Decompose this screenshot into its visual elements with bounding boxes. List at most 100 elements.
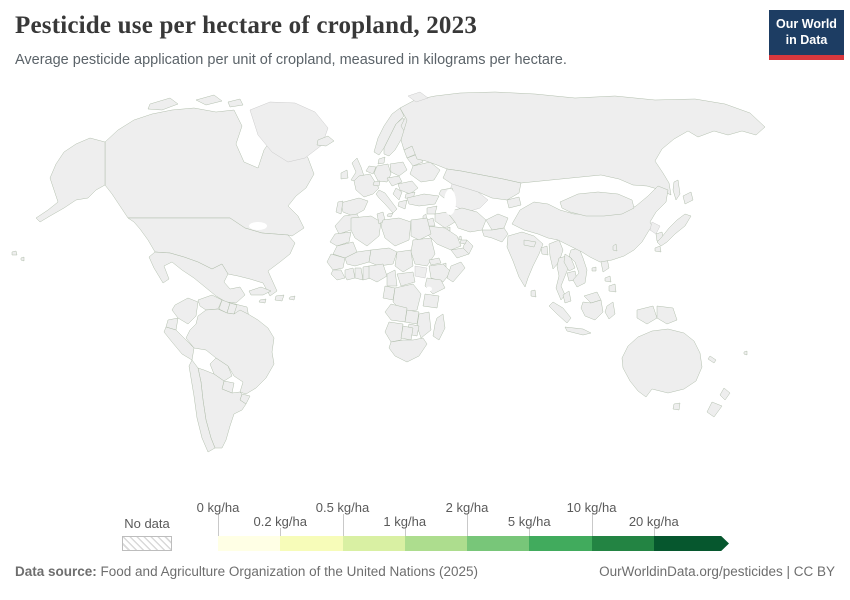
country-indonesia-java[interactable] (564, 326, 592, 336)
legend-segment[interactable] (591, 536, 654, 551)
country-kyrgyzstan-tajikistan[interactable] (506, 196, 522, 209)
country-niger[interactable] (368, 247, 398, 267)
country-japan[interactable] (654, 191, 694, 253)
country-libya[interactable] (380, 217, 412, 247)
country-qatar[interactable] (458, 235, 462, 241)
country-north-korea[interactable] (649, 221, 661, 235)
country-portugal[interactable] (335, 200, 344, 215)
country-poland[interactable] (389, 161, 408, 177)
owid-logo[interactable]: Our World in Data (769, 10, 844, 61)
country-nepal[interactable] (523, 239, 537, 248)
country-drc[interactable] (392, 283, 422, 313)
country-brazil[interactable] (185, 308, 275, 395)
country-canada-arctic3[interactable] (227, 98, 244, 108)
country-china-hainan[interactable] (591, 266, 597, 272)
legend-segment[interactable] (218, 536, 281, 551)
country-tanzania[interactable] (422, 293, 440, 309)
country-saudi-arabia[interactable] (426, 225, 462, 251)
country-balkans[interactable] (392, 187, 403, 201)
legend-segment[interactable] (342, 536, 405, 551)
legend-no-data-swatch[interactable] (122, 536, 172, 551)
country-benelux[interactable] (365, 165, 377, 175)
country-somalia[interactable] (446, 261, 466, 283)
country-new-caledonia[interactable] (707, 355, 717, 364)
country-denmark[interactable] (377, 156, 386, 165)
country-egypt[interactable] (410, 217, 432, 241)
country-spain[interactable] (340, 197, 369, 217)
country-greece[interactable] (397, 199, 408, 210)
country-china[interactable] (511, 185, 669, 263)
country-cameroon[interactable] (386, 269, 398, 287)
country-vietnam[interactable] (568, 247, 588, 288)
country-ireland[interactable] (340, 169, 349, 180)
legend-segment[interactable] (467, 536, 530, 551)
country-botswana[interactable] (400, 325, 414, 341)
country-puerto-rico[interactable] (288, 295, 296, 301)
country-pakistan[interactable] (481, 227, 509, 243)
country-sri-lanka[interactable] (530, 289, 537, 298)
country-ivory-coast[interactable] (344, 267, 356, 281)
country-colombia[interactable] (171, 297, 199, 325)
country-mozambique[interactable] (416, 311, 432, 339)
country-uae[interactable] (459, 239, 468, 245)
footer-link[interactable]: OurWorldinData.org/pesticides | CC BY (599, 564, 835, 579)
country-central-african-republic[interactable] (396, 271, 416, 287)
legend-segment[interactable] (529, 536, 592, 551)
country-south-africa[interactable] (388, 337, 428, 363)
country-malaysia-peninsula[interactable] (562, 290, 572, 304)
country-philippines[interactable] (600, 257, 617, 293)
country-iceland[interactable] (316, 135, 335, 147)
country-indonesia-kalimantan[interactable] (580, 299, 604, 321)
country-gabon-congo[interactable] (382, 285, 396, 301)
country-syria[interactable] (426, 205, 438, 215)
country-laos[interactable] (563, 253, 576, 272)
country-chad[interactable] (394, 249, 414, 273)
country-namibia[interactable] (384, 321, 404, 343)
country-hispaniola[interactable] (274, 294, 285, 302)
country-turkey[interactable] (406, 193, 440, 207)
country-france[interactable] (353, 173, 380, 198)
legend-segment[interactable] (280, 536, 343, 551)
country-greenland[interactable] (249, 101, 329, 163)
country-canada-arctic1[interactable] (147, 97, 179, 111)
country-russia-sakhalin[interactable] (672, 179, 681, 201)
country-ethiopia[interactable] (428, 263, 452, 283)
country-indonesia-papua[interactable] (636, 305, 658, 325)
country-usa-alaska[interactable] (35, 137, 106, 223)
country-zambia[interactable] (404, 309, 420, 325)
country-usa-hawaii[interactable] (11, 250, 25, 262)
legend-segment[interactable] (653, 536, 716, 551)
country-taiwan[interactable] (612, 243, 618, 252)
country-new-zealand[interactable] (706, 387, 731, 418)
country-canada-arctic2[interactable] (195, 94, 223, 106)
country-cuba[interactable] (248, 286, 272, 296)
country-angola[interactable] (384, 303, 408, 323)
country-hungary-romania[interactable] (397, 180, 419, 195)
country-sierra-leone-liberia[interactable] (330, 269, 346, 281)
country-svalbard[interactable] (407, 91, 429, 103)
country-ghana[interactable] (354, 267, 364, 281)
legend-segment[interactable] (404, 536, 467, 551)
country-afghanistan[interactable] (485, 213, 509, 231)
country-indonesia-sumatra[interactable] (548, 301, 572, 324)
country-madagascar[interactable] (432, 313, 446, 341)
country-austria-czech[interactable] (386, 175, 403, 187)
country-bangladesh[interactable] (540, 245, 549, 256)
country-mexico[interactable] (148, 251, 246, 304)
country-western-sahara[interactable] (329, 231, 352, 247)
country-nigeria[interactable] (368, 263, 388, 283)
country-eritrea[interactable] (428, 257, 442, 266)
country-fiji[interactable] (743, 350, 748, 356)
country-senegal-guinea[interactable] (326, 253, 346, 271)
country-switzerland[interactable] (372, 180, 381, 187)
country-russia[interactable] (399, 91, 766, 196)
country-chile[interactable] (188, 359, 216, 453)
country-italy[interactable] (375, 189, 398, 218)
country-australia-tasmania[interactable] (672, 402, 681, 411)
country-australia[interactable] (621, 328, 703, 398)
country-algeria[interactable] (350, 215, 382, 247)
country-mongolia[interactable] (559, 191, 635, 217)
country-indonesia-sulawesi[interactable] (604, 301, 616, 320)
country-south-sudan[interactable] (414, 265, 428, 279)
country-papua-new-guinea[interactable] (656, 305, 678, 325)
